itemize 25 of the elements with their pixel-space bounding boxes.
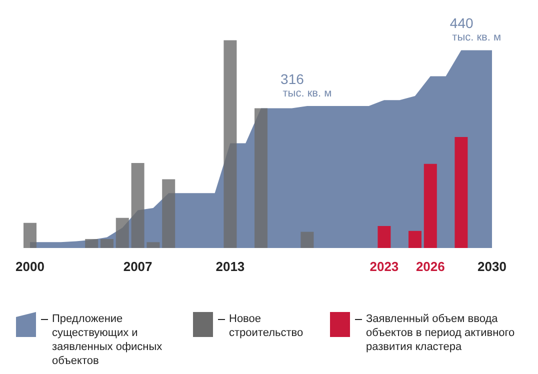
x-tick-label: 2007 [123,259,152,274]
bar [254,108,268,248]
bar [85,239,98,248]
bar [116,218,129,248]
bar [131,163,144,248]
bar [100,239,114,248]
data-label: 316 тыс. кв. м [280,70,332,100]
bar [300,232,314,248]
x-tick-label: 2000 [16,259,44,274]
bar [224,40,237,248]
bar [378,226,391,248]
bar [162,179,176,248]
bar [454,136,468,248]
data-label: 440 тыс. кв. м [450,15,502,44]
bar [424,164,437,248]
legend-label: Заявленный объем ввода объектов в период активного развития кластера [366,312,526,354]
x-tick-label: 2013 [216,259,245,274]
bar [146,242,160,248]
legend-label: Новое строительство [229,312,311,340]
bar [408,230,422,248]
x-tick-label: 2026 [416,259,445,274]
x-tick-label: 2030 [478,259,506,274]
x-tick-label: 2023 [370,259,399,274]
bar [24,222,36,248]
legend-label: Предложение существующих и заявленных офисных объектов [52,312,174,368]
